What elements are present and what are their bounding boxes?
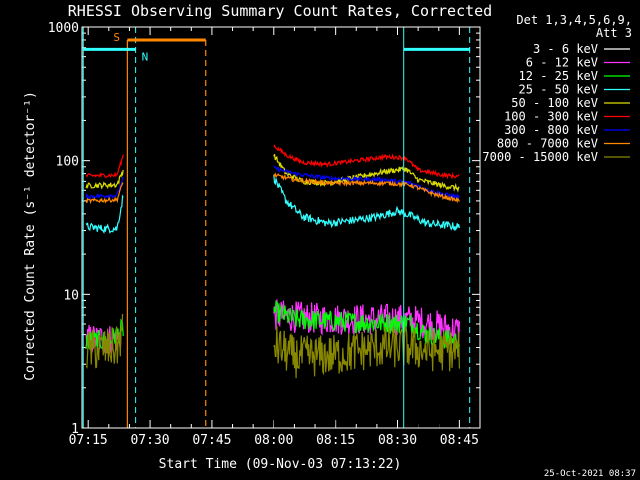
legend-label-4: 50 - 100 keV: [511, 96, 598, 110]
legend-label-2: 12 - 25 keV: [519, 69, 598, 83]
series-8-segment-0: [85, 313, 124, 369]
series-layer: [85, 144, 460, 429]
series-3-segment-0: [85, 194, 124, 235]
legend-label-5: 100 - 300 keV: [504, 110, 598, 124]
legend-label-6: 300 - 800 keV: [504, 123, 598, 137]
legend-label-7: 800 - 7000 keV: [497, 137, 598, 151]
series-4-segment-0: [85, 169, 124, 190]
legend-label-1: 6 - 12 keV: [526, 56, 598, 70]
legend-header-detectors: Det 1,3,4,5,6,9,: [516, 13, 632, 27]
legend-label-8: 7000 - 15000 keV: [482, 150, 598, 164]
orbit-marker-layer: SN: [82, 27, 471, 428]
y-tick-label-1: 10: [63, 288, 79, 303]
y-tick-label-0: 1: [71, 422, 79, 437]
chart-title: RHESSI Observing Summary Count Rates, Co…: [68, 2, 492, 20]
series-6-segment-0: [85, 176, 124, 200]
legend-label-0: 3 - 6 keV: [533, 42, 598, 56]
x-tick-label-1: 07:30: [130, 433, 169, 448]
x-axis-ticks: 07:15 07:30 07:45 08:00 08:15 08:30 08:45: [69, 27, 479, 448]
series-8-segment-1: [273, 325, 460, 379]
series-7-segment-1: [273, 172, 460, 204]
x-tick-label-2: 07:45: [192, 433, 231, 448]
legend-header-attenuator: Att 3: [596, 26, 632, 40]
legend-label-3: 25 - 50 keV: [519, 83, 598, 97]
series-0-segment-0: [273, 305, 452, 429]
x-tick-label-4: 08:15: [316, 433, 355, 448]
x-tick-label-6: 08:45: [440, 433, 479, 448]
y-tick-label-2: 100: [56, 155, 79, 170]
series-7-segment-0: [85, 182, 124, 205]
x-tick-label-3: 08:00: [254, 433, 293, 448]
saa-label: S: [113, 31, 120, 44]
series-5-segment-0: [85, 154, 124, 179]
series-5-segment-1: [273, 144, 460, 180]
footer-timestamp: 25-Oct-2021 08:37: [544, 469, 636, 479]
y-tick-label-3: 1000: [48, 21, 79, 36]
series-3-segment-1: [273, 174, 460, 232]
y-axis-label: Corrected Count Rate (s⁻¹ detector⁻¹): [23, 91, 38, 381]
y-axis-ticks: 1 10 100 1000: [48, 21, 480, 437]
x-axis-label: Start Time (09-Nov-03 07:13:22): [159, 457, 402, 472]
night-label: N: [142, 50, 149, 63]
x-tick-label-0: 07:15: [69, 433, 108, 448]
plot-frame: [81, 26, 481, 429]
series-4-segment-1: [273, 154, 460, 193]
x-tick-label-5: 08:30: [378, 433, 417, 448]
